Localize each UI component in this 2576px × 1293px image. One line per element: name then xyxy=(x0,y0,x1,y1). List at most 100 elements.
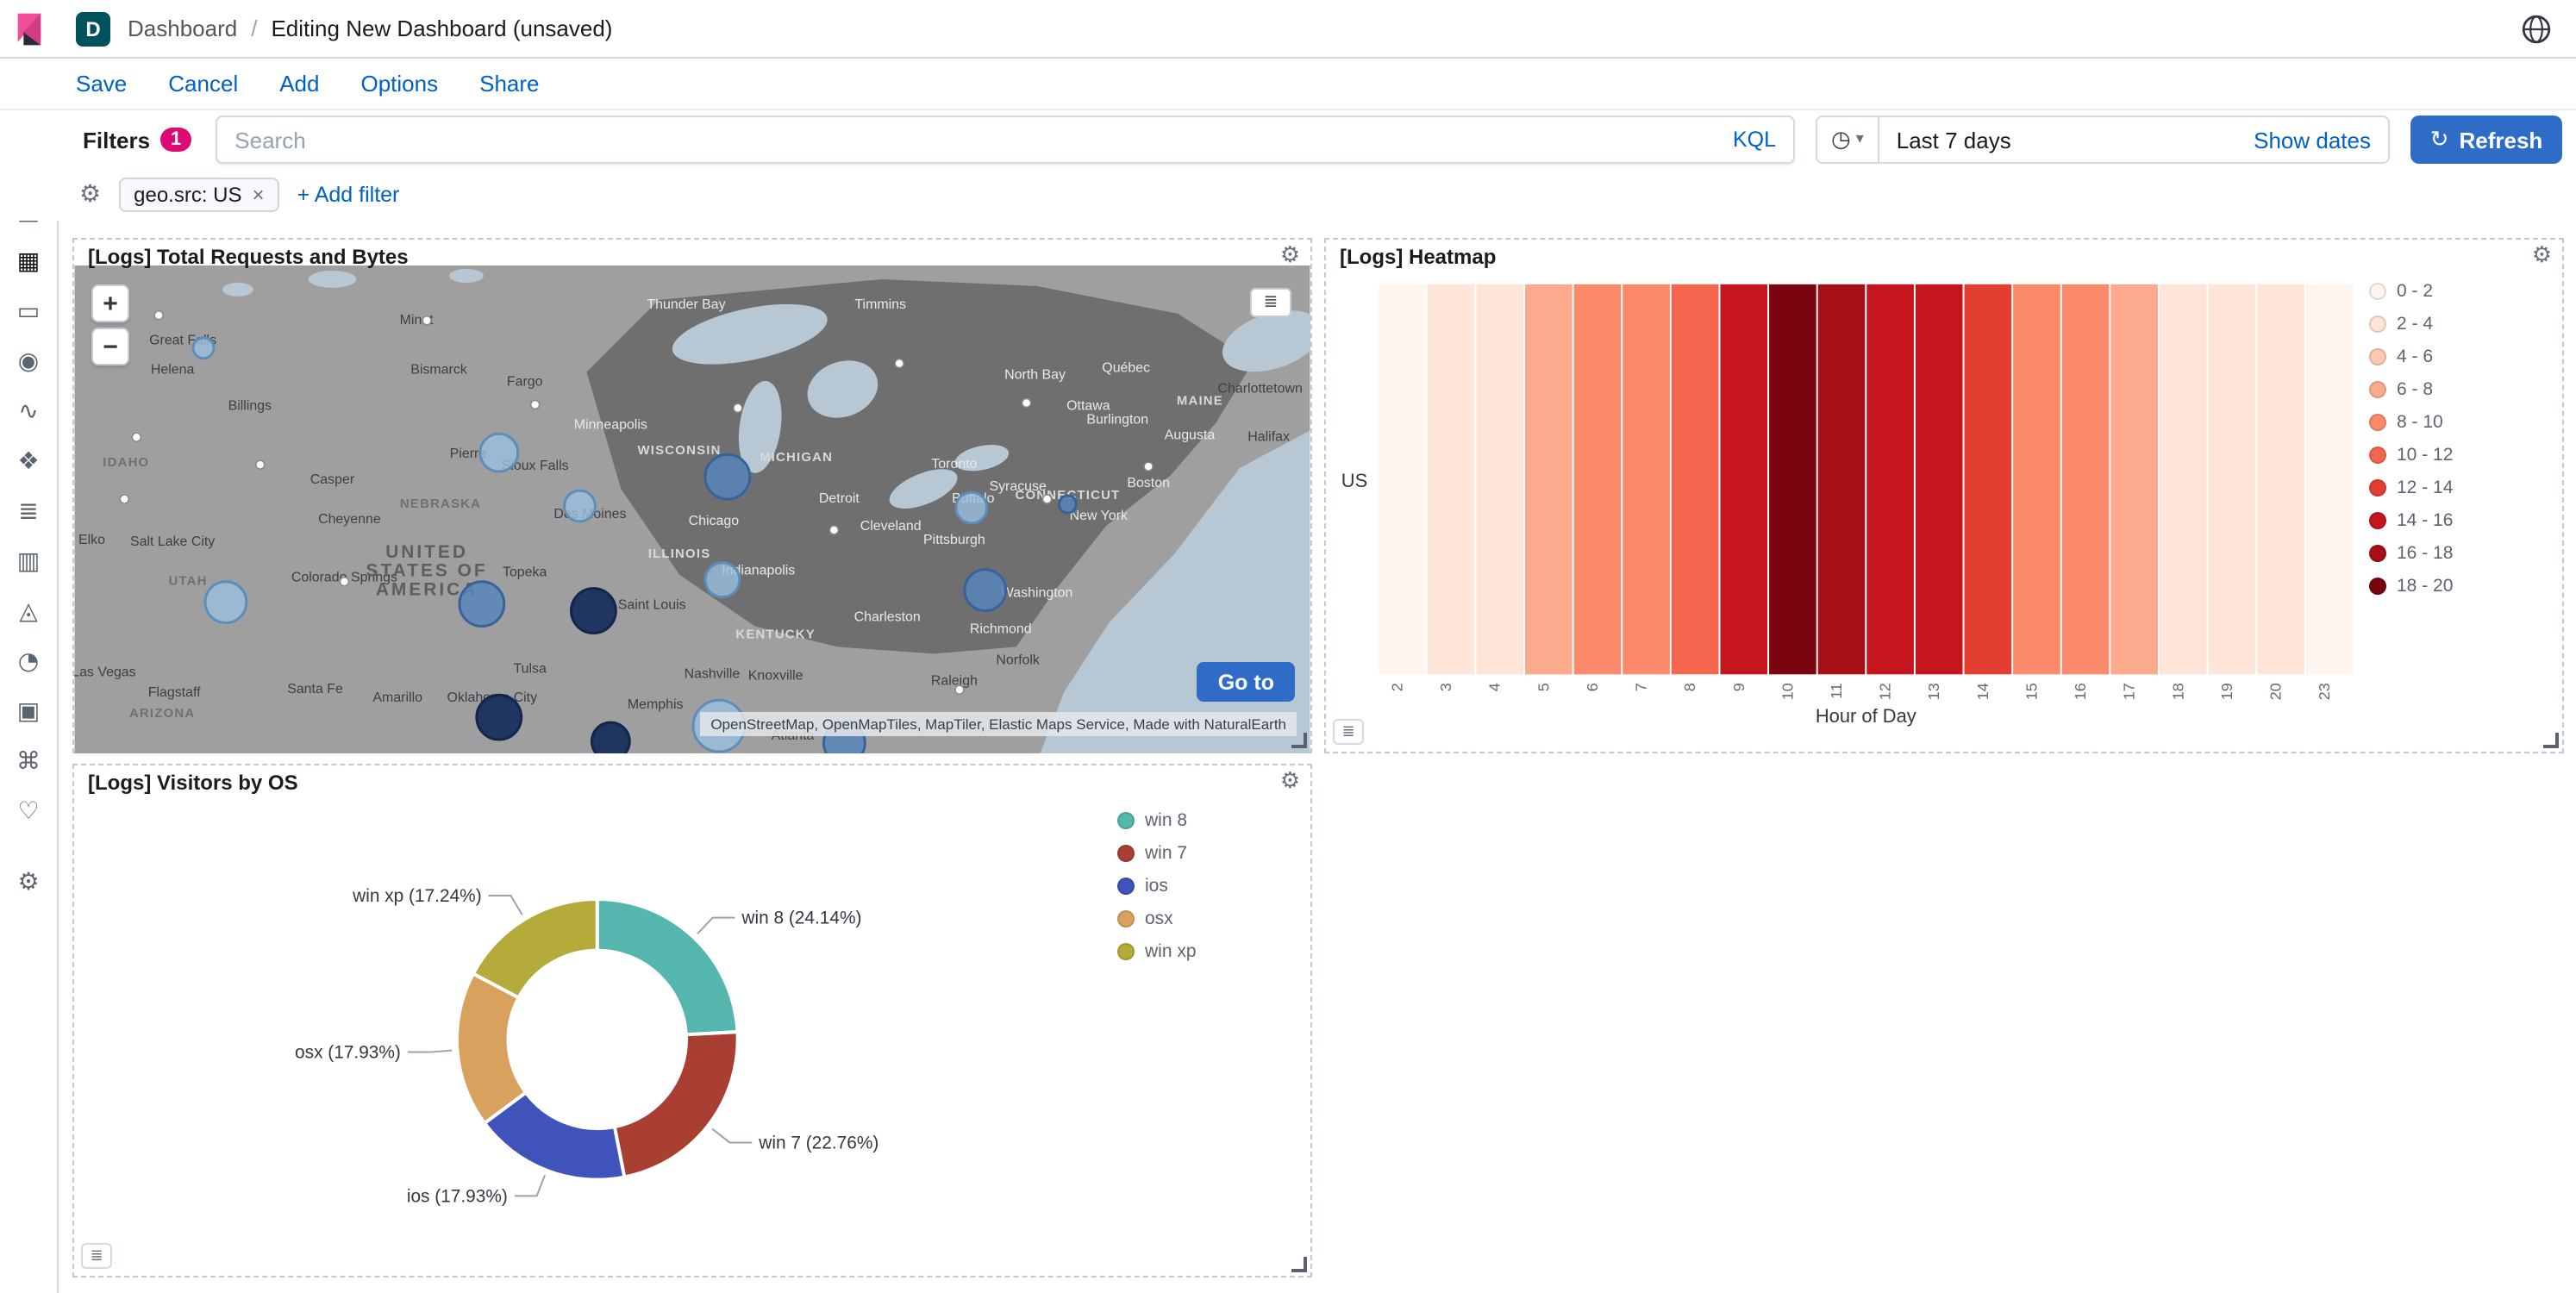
legend-color-dot xyxy=(1117,910,1135,928)
kibana-logo[interactable] xyxy=(0,11,59,46)
svg-text:15: 15 xyxy=(2023,683,2040,700)
space-badge[interactable]: D xyxy=(76,11,110,46)
svg-text:Boston: Boston xyxy=(1127,476,1170,490)
siem-icon: ▣ xyxy=(16,697,41,725)
refresh-label: Refresh xyxy=(2459,127,2543,153)
pie-chart[interactable]: win 8 (24.14%) win 7 (22.76%) ios (17.93%)… xyxy=(74,765,1310,1276)
menu-item-save[interactable]: Save xyxy=(76,71,128,97)
panel-options-gear-icon[interactable]: ⚙ xyxy=(2531,243,2552,269)
sidebar-item-dashboard[interactable]: ▦ xyxy=(0,236,58,286)
svg-text:win xp (17.24%): win xp (17.24%) xyxy=(352,886,481,906)
search-input[interactable] xyxy=(217,127,1716,153)
legend-item[interactable]: ios xyxy=(1117,876,1197,896)
panel-resize-handle[interactable] xyxy=(1291,1257,1307,1272)
panel-title[interactable]: [Logs] Visitors by OS xyxy=(88,771,298,795)
panel-visitors-by-os[interactable]: [Logs] Visitors by OS ⚙ win 8 (24.14%) wi… xyxy=(72,764,1312,1277)
date-picker-quick-menu[interactable]: ◷ ▾ xyxy=(1817,117,1879,162)
menu-item-options[interactable]: Options xyxy=(360,71,439,97)
legend-item[interactable]: 16 - 18 xyxy=(2369,543,2453,564)
svg-text:Santa Fe: Santa Fe xyxy=(287,682,343,696)
legend-item[interactable]: 0 - 2 xyxy=(2369,281,2453,302)
map-canvas[interactable]: Great Falls Helena Billings Minot Bismarck Fa… xyxy=(74,265,1310,753)
svg-text:Saint Louis: Saint Louis xyxy=(618,598,686,613)
svg-text:Pierre: Pierre xyxy=(450,447,487,461)
map-goto-button[interactable]: Go to xyxy=(1197,662,1295,702)
panel-options-gear-icon[interactable]: ⚙ xyxy=(1279,243,1300,269)
svg-text:Knoxville: Knoxville xyxy=(748,668,803,683)
panel-options-gear-icon[interactable]: ⚙ xyxy=(1279,769,1300,795)
sidebar-item-logs[interactable]: ≣ xyxy=(0,486,58,536)
breadcrumb-dashboard[interactable]: Dashboard xyxy=(128,16,238,41)
legend-item[interactable]: 4 - 6 xyxy=(2369,347,2453,367)
legend-label: 12 - 14 xyxy=(2397,478,2454,498)
sidebar-item-monitoring[interactable]: ♡ xyxy=(0,786,58,836)
legend-color-dot xyxy=(1117,878,1135,895)
legend-toggle-icon[interactable]: ≣ xyxy=(1333,719,1364,745)
svg-text:ARIZONA: ARIZONA xyxy=(129,706,195,721)
dev-tools-icon: ⌘ xyxy=(16,747,41,775)
legend-toggle-icon[interactable]: ≣ xyxy=(81,1243,112,1269)
sidebar-item-maps[interactable]: ◉ xyxy=(0,336,58,386)
panel-title[interactable]: [Logs] Heatmap xyxy=(1340,245,1497,269)
legend-item[interactable]: win 8 xyxy=(1117,810,1197,831)
monitoring-icon: ♡ xyxy=(17,797,40,825)
kql-toggle[interactable]: KQL xyxy=(1732,128,1776,152)
uptime-icon: ◔ xyxy=(17,647,40,675)
filter-pill-close-icon[interactable]: × xyxy=(252,183,265,207)
menu-item-share[interactable]: Share xyxy=(479,71,540,97)
legend-item[interactable]: 6 - 8 xyxy=(2369,379,2453,400)
legend-item[interactable]: osx xyxy=(1117,909,1197,929)
sidebar-item-apm[interactable]: ◬ xyxy=(0,586,58,636)
svg-text:Fargo: Fargo xyxy=(507,375,543,390)
svg-text:3: 3 xyxy=(1437,683,1454,691)
sidebar-item-uptime[interactable]: ◔ xyxy=(0,636,58,686)
sidebar-item-graph[interactable]: ❖ xyxy=(0,436,58,486)
refresh-button[interactable]: ↻ Refresh xyxy=(2410,116,2562,164)
help-icon[interactable] xyxy=(2521,13,2552,44)
svg-text:IDAHO: IDAHO xyxy=(103,455,149,470)
map-zoom-in-button[interactable]: + xyxy=(91,284,129,322)
sidebar-item-dev-tools[interactable]: ⌘ xyxy=(0,736,58,786)
svg-text:13: 13 xyxy=(1925,683,1942,700)
sidebar-item-metrics[interactable]: ▥ xyxy=(0,536,58,586)
dashboard-canvas: [Logs] Total Requests and Bytes ⚙ Great … xyxy=(0,221,2576,1293)
panel-total-requests-map[interactable]: [Logs] Total Requests and Bytes ⚙ Great … xyxy=(72,238,1312,753)
filter-pill-geo-src[interactable]: geo.src: US × xyxy=(118,178,280,212)
panel-heatmap[interactable]: [Logs] Heatmap ⚙ 2 3 4 5 6 7 8 9 10 11 12 13 14 15 16 1… xyxy=(1324,238,2564,753)
sidebar-item-management[interactable]: ⚙ xyxy=(0,857,58,907)
legend-item[interactable]: 14 - 16 xyxy=(2369,510,2453,531)
map-zoom-out-button[interactable]: − xyxy=(91,328,129,365)
legend-item[interactable]: 2 - 4 xyxy=(2369,314,2453,334)
panel-resize-handle[interactable] xyxy=(2543,733,2559,748)
left-nav-rail: ◷◎▤▦▭◉∿❖≣▥◬◔▣⌘♡ ⚙ xyxy=(0,59,59,1293)
svg-text:Topeka: Topeka xyxy=(503,565,547,580)
sidebar-item-machine-learning[interactable]: ∿ xyxy=(0,386,58,436)
menu-item-add[interactable]: Add xyxy=(279,71,320,97)
legend-item[interactable]: win 7 xyxy=(1117,843,1197,864)
svg-text:WISCONSIN: WISCONSIN xyxy=(638,443,722,458)
heatmap-chart[interactable]: 2 3 4 5 6 7 8 9 10 11 12 13 14 15 16 17 18 19 20 23 US Hour o… xyxy=(1326,240,2562,752)
date-range-value[interactable]: Last 7 days xyxy=(1896,127,2011,153)
legend-item[interactable]: 12 - 14 xyxy=(2369,478,2453,498)
svg-text:Charleston: Charleston xyxy=(854,610,921,625)
svg-text:Casper: Casper xyxy=(310,472,355,487)
heatmap-legend: 0 - 2 2 - 4 4 - 6 6 - 8 8 - 10 10 - 12 12 - 14… xyxy=(2369,281,2453,597)
legend-item[interactable]: win xp xyxy=(1117,941,1197,962)
add-filter-button[interactable]: + Add filter xyxy=(297,183,400,207)
show-dates-button[interactable]: Show dates xyxy=(2254,127,2371,153)
legend-item[interactable]: 18 - 20 xyxy=(2369,576,2453,597)
legend-item[interactable]: 8 - 10 xyxy=(2369,412,2453,433)
filter-options-gear-icon[interactable]: ⚙ xyxy=(79,181,102,209)
sidebar-item-siem[interactable]: ▣ xyxy=(0,686,58,736)
menu-item-cancel[interactable]: Cancel xyxy=(168,71,239,97)
sidebar-item-canvas[interactable]: ▭ xyxy=(0,286,58,336)
legend-item[interactable]: 10 - 12 xyxy=(2369,445,2453,465)
filters-label[interactable]: Filters xyxy=(83,127,151,153)
legend-label: 14 - 16 xyxy=(2397,510,2454,531)
svg-text:Indianapolis: Indianapolis xyxy=(722,564,795,578)
map-legend-collapse-button[interactable]: ≣ xyxy=(1250,288,1291,317)
panel-title[interactable]: [Logs] Total Requests and Bytes xyxy=(88,245,409,269)
svg-text:ILLINOIS: ILLINOIS xyxy=(648,547,711,561)
panel-resize-handle[interactable] xyxy=(1291,733,1307,748)
legend-label: 2 - 4 xyxy=(2397,314,2434,334)
